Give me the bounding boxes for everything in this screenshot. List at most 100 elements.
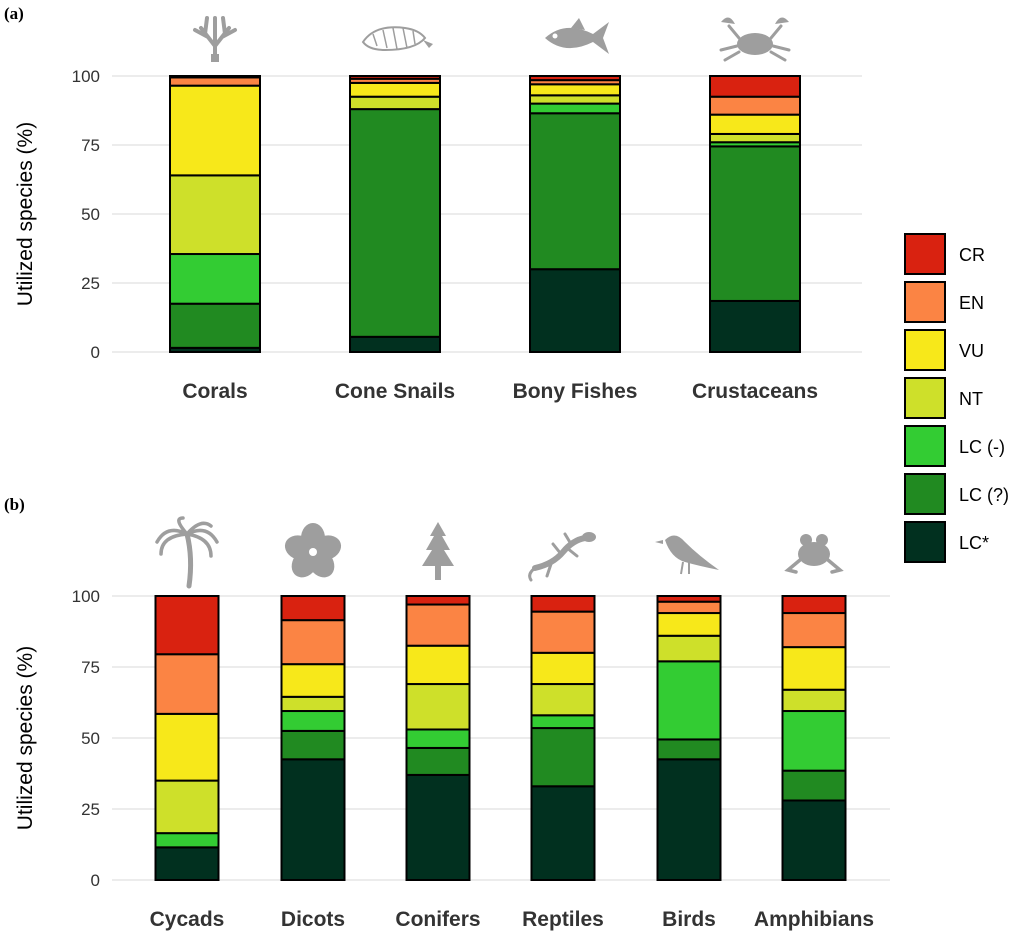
bar-stack-reptiles [530,595,596,882]
bar-segment-conifers-lc [405,746,471,776]
hibiscus-icon [284,523,342,578]
panel-b-bars [154,595,847,882]
y-tick-label: 0 [91,871,100,890]
legend-item-lc: LC (?) [904,473,1009,515]
category-label-birds: Birds [662,908,716,931]
category-label-reptiles: Reptiles [522,908,604,931]
bar-segment-crustaceans-lc [709,145,801,302]
bar-stack-birds [656,595,722,881]
cone-snail-icon [361,26,433,52]
legend-item-lc: LC (-) [904,425,1005,467]
bar-segment-cone-snails-lc [349,335,441,354]
category-label-corals: Corals [182,380,247,403]
bar-segment-reptiles-lc [530,727,596,788]
legend-label: NT [959,389,983,409]
legend-label: LC (?) [959,485,1009,505]
bar-stack-cone-snails [349,75,441,354]
bar-segment-conifers-nt [405,683,471,731]
bar-segment-cycads-lc [154,846,220,882]
bar-segment-crustaceans-en [709,95,801,116]
legend-swatch [904,521,946,563]
bar-segment-corals-lc [169,302,261,349]
bar-segment-cone-snails-vu [349,81,441,98]
bar-segment-reptiles-vu [530,651,596,686]
legend-label: EN [959,293,984,313]
bar-segment-cone-snails-nt [349,95,441,111]
bar-segment-birds-vu [656,612,722,637]
bar-stack-conifers [405,595,471,881]
legend-swatch [904,329,946,371]
bird-icon [655,535,719,575]
panel-b: (b) Utilized species (%) 0 25 50 75 100 Cyca… [4,495,890,931]
bar-segment-crustaceans-lc [709,299,801,354]
palm-icon [155,516,219,589]
bar-segment-birds-en [656,600,722,615]
legend-swatch [904,281,946,323]
bar-segment-conifers-lc [405,773,471,881]
bar-stack-bony-fishes [529,75,621,354]
panel-b-ylabel: Utilized species (%) [14,646,37,830]
legend-swatch [904,377,946,419]
bar-segment-cycads-en [154,653,220,715]
bar-segment-reptiles-en [530,610,596,654]
legend-item-en: EN [904,281,984,323]
panel-b-grid [112,595,890,881]
bar-segment-bony-fishes-cr [529,75,621,82]
bar-segment-birds-cr [656,595,722,603]
y-tick-label: 25 [81,800,100,819]
legend-label: CR [959,245,985,265]
bar-segment-corals-en [169,76,261,87]
bar-segment-bony-fishes-lc [529,112,621,271]
panel-a-bars [169,75,801,354]
bar-segment-reptiles-lc [530,785,596,882]
y-tick-label: 75 [81,136,100,155]
category-label-conifers: Conifers [395,908,480,931]
bar-segment-amphibians-lc [781,710,847,772]
bar-segment-corals-nt [169,174,261,256]
legend-label: VU [959,341,984,361]
panel-a-icons [193,16,791,62]
bar-segment-amphibians-nt [781,688,847,713]
bar-segment-birds-lc [656,660,722,741]
y-tick-label: 50 [81,729,100,748]
bar-segment-cycads-nt [154,779,220,835]
bar-segment-amphibians-lc [781,799,847,881]
bar-segment-birds-nt [656,634,722,663]
bar-segment-corals-lc [169,253,261,305]
bar-segment-corals-vu [169,84,261,177]
panel-b-label: (b) [4,495,25,514]
category-label-crustaceans: Crustaceans [692,380,818,403]
legend: CR EN VU NT LC (-) LC (?) LC* [904,233,1009,563]
legend-item-nt: NT [904,377,983,419]
category-label-cone-snails: Cone Snails [335,380,455,403]
panel-a-label: (a) [4,4,24,23]
bar-segment-dicots-vu [280,663,346,698]
panel-a-ylabel: Utilized species (%) [14,122,37,306]
bar-segment-conifers-vu [405,644,471,686]
bar-segment-reptiles-cr [530,595,596,613]
bar-segment-bony-fishes-vu [529,83,621,97]
bar-segment-reptiles-lc [530,714,596,730]
bar-segment-amphibians-en [781,612,847,649]
bar-segment-amphibians-vu [781,646,847,691]
category-label-cycads: Cycads [150,908,225,931]
bar-stack-crustaceans [709,75,801,354]
bar-segment-dicots-nt [280,695,346,713]
bar-segment-crustaceans-cr [709,75,801,98]
panel-b-y-ticks: 0 25 50 75 100 [72,587,100,890]
bar-segment-conifers-cr [405,595,471,606]
legend-swatch [904,425,946,467]
bar-segment-conifers-lc [405,728,471,749]
y-tick-label: 100 [72,587,100,606]
bar-segment-bony-fishes-lc [529,268,621,354]
bar-segment-conifers-en [405,603,471,647]
panel-a-y-ticks: 0 25 50 75 100 [72,67,100,362]
bar-segment-amphibians-cr [781,595,847,615]
bar-segment-crustaceans-vu [709,113,801,135]
panel-b-icons [155,516,844,589]
bar-segment-dicots-lc [280,758,346,881]
coral-icon [193,16,237,62]
legend-item-vu: VU [904,329,984,371]
bar-segment-dicots-en [280,619,346,666]
